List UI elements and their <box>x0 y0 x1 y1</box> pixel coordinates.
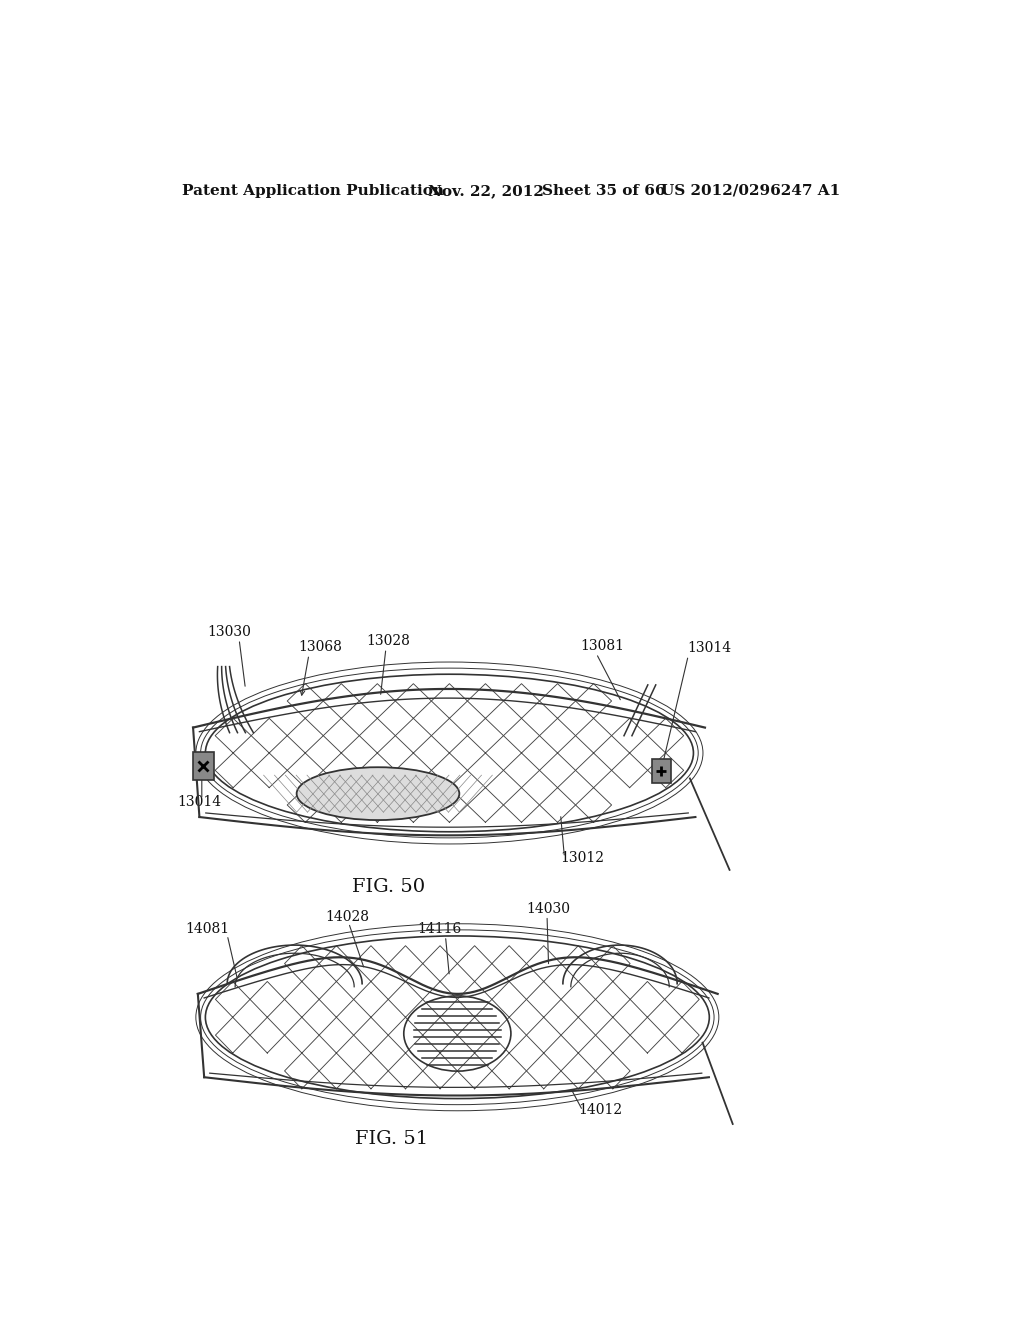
Bar <box>194 752 214 780</box>
Text: 14012: 14012 <box>579 1102 623 1117</box>
Text: 13081: 13081 <box>581 639 625 653</box>
Text: US 2012/0296247 A1: US 2012/0296247 A1 <box>662 183 841 198</box>
Text: Sheet 35 of 66: Sheet 35 of 66 <box>543 183 666 198</box>
Text: Nov. 22, 2012: Nov. 22, 2012 <box>428 183 544 198</box>
Text: FIG. 50: FIG. 50 <box>351 878 425 896</box>
Text: 14116: 14116 <box>418 921 462 936</box>
Text: Patent Application Publication: Patent Application Publication <box>182 183 444 198</box>
Text: 14081: 14081 <box>185 921 229 936</box>
Text: 14028: 14028 <box>325 909 369 924</box>
Text: 13014: 13014 <box>177 795 221 809</box>
Ellipse shape <box>297 767 460 820</box>
Text: 13068: 13068 <box>299 640 342 655</box>
Text: 13030: 13030 <box>207 626 251 639</box>
Bar <box>652 759 671 784</box>
Text: 13012: 13012 <box>560 851 604 865</box>
Text: 13028: 13028 <box>367 634 410 648</box>
Text: 14030: 14030 <box>526 902 570 916</box>
Text: 13014: 13014 <box>687 642 731 655</box>
Text: FIG. 51: FIG. 51 <box>355 1130 428 1148</box>
